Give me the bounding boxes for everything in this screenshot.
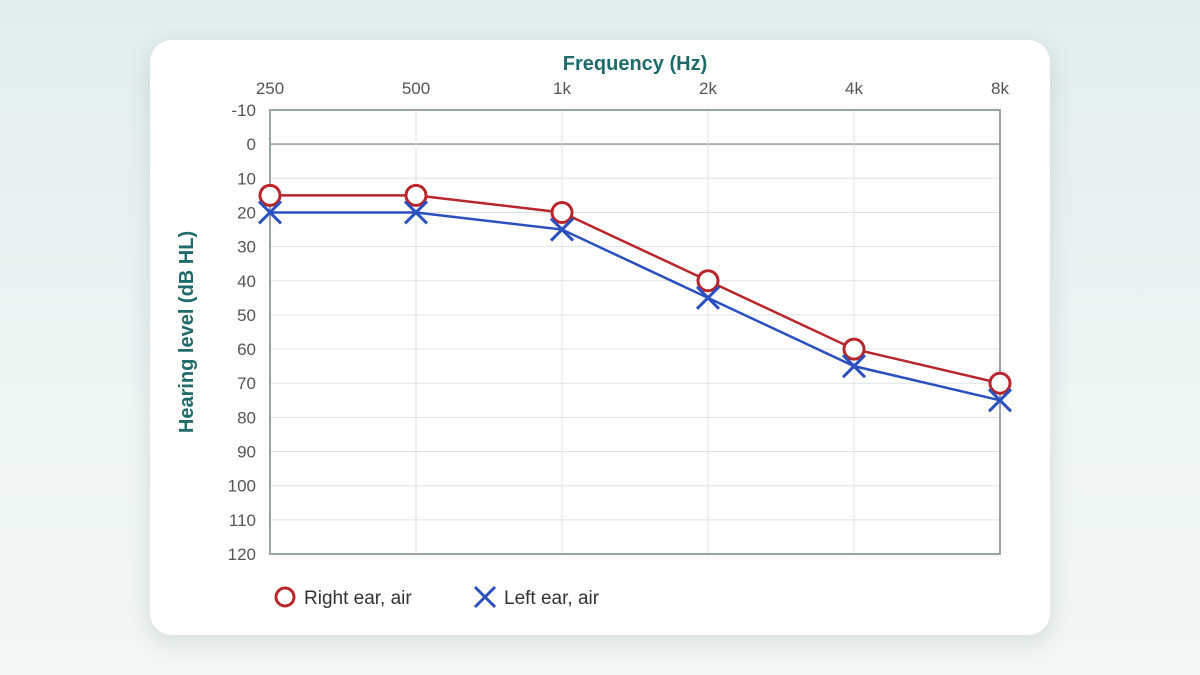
cross-marker [695, 285, 721, 310]
legend-label: Right ear, air [304, 588, 412, 609]
series [257, 183, 1013, 413]
audiogram-card: -10 0 10 20 30 40 50 60 70 80 90 100 110 120 250 500 1k 2… [150, 40, 1050, 635]
y-tick-label: 50 [237, 306, 256, 325]
y-tick-label: 20 [237, 203, 256, 222]
legend: Right ear, air Left ear, air [274, 585, 600, 609]
circle-marker [258, 183, 282, 207]
cross-marker [473, 585, 497, 609]
grid [269, 109, 1001, 555]
series-line [270, 194, 1001, 385]
series-line [270, 211, 1001, 402]
cross-marker [987, 388, 1013, 413]
y-tick-label: 60 [237, 340, 256, 359]
y-tick-label: 90 [237, 443, 256, 462]
audiogram-chart: -10 0 10 20 30 40 50 60 70 80 90 100 110 120 250 500 1k 2… [176, 53, 1013, 609]
y-tick-label: 0 [247, 135, 256, 154]
x-tick-label: 1k [553, 79, 571, 98]
y-tick-label: 70 [237, 374, 256, 393]
x-tick-label: 2k [699, 79, 717, 98]
circle-marker [842, 337, 866, 361]
cross-marker [549, 217, 575, 242]
x-tick-label: 250 [256, 79, 284, 98]
x-tick-label: 4k [845, 79, 863, 98]
y-tick-label: 30 [237, 238, 256, 257]
y-tick-label: 40 [237, 272, 256, 291]
y-tick-label: -10 [231, 101, 256, 120]
circle-marker [404, 183, 428, 207]
y-tick-label: 100 [228, 477, 256, 496]
cross-marker [257, 200, 283, 225]
y-axis-title: Hearing level (dB HL) [176, 231, 198, 433]
cross-marker [841, 354, 867, 379]
cross-marker [403, 200, 429, 225]
tick-labels: -10 0 10 20 30 40 50 60 70 80 90 100 110 120 250 500 1k 2… [228, 79, 1010, 564]
plot-frame [269, 109, 1001, 555]
y-tick-label: 110 [229, 511, 256, 530]
x-axis-title: Frequency (Hz) [563, 53, 707, 75]
y-tick-label: 10 [237, 169, 256, 188]
x-tick-label: 8k [991, 79, 1009, 98]
circle-marker [550, 200, 574, 224]
y-tick-label: 120 [228, 545, 256, 564]
circle-marker [274, 586, 296, 608]
circle-marker [696, 269, 720, 293]
legend-label: Left ear, air [504, 588, 600, 609]
circle-marker [988, 371, 1012, 395]
x-tick-label: 500 [402, 79, 430, 98]
y-tick-label: 80 [237, 408, 256, 427]
